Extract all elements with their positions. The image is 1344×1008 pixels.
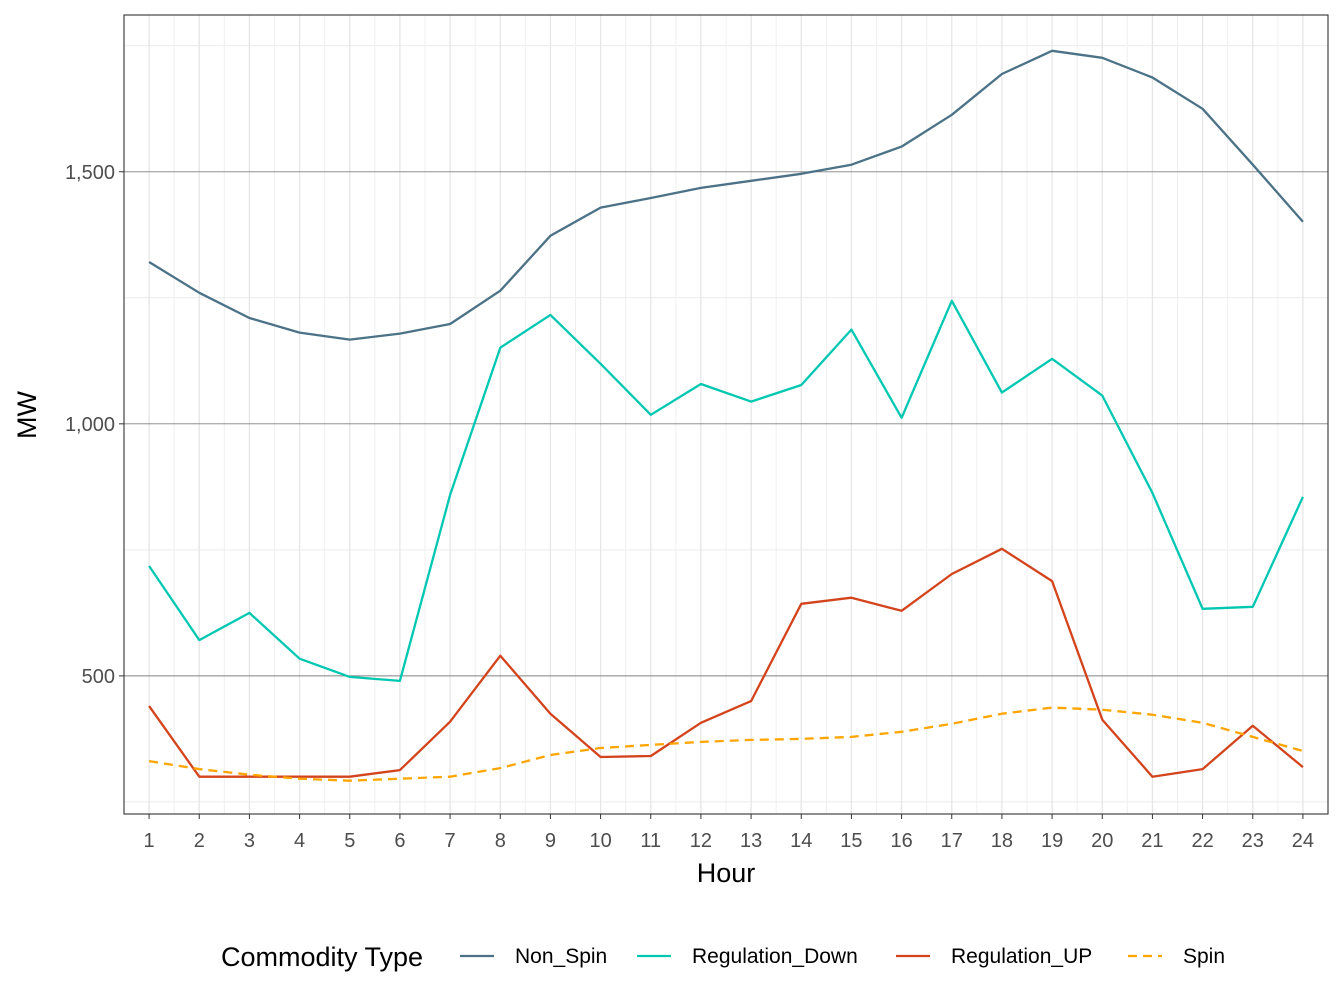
series-line-spin: [148, 706, 1304, 782]
x-tick-label: 3: [244, 830, 255, 852]
x-tick-label: 18: [991, 830, 1013, 852]
x-tick-label: 1: [144, 830, 155, 852]
x-tick-label: 5: [344, 830, 355, 852]
x-tick-label: 22: [1191, 830, 1213, 852]
plot-panel-border: [123, 14, 1329, 815]
x-tick-label: 16: [890, 830, 912, 852]
x-tick-label: 21: [1141, 830, 1163, 852]
legend: Commodity Type Non_Spin Regulation_Down Re…: [221, 942, 1225, 972]
legend-label: Regulation_UP: [951, 945, 1092, 968]
y-axis-title: MW: [12, 391, 42, 439]
x-tick-label: 19: [1041, 830, 1063, 852]
x-tick-label: 9: [545, 830, 556, 852]
x-tick-label: 23: [1242, 830, 1264, 852]
y-tick-label: 1,500: [65, 162, 115, 184]
y-tick-label: 500: [82, 666, 115, 688]
y-tick-label: 1,000: [65, 414, 115, 436]
x-tick-label: 6: [394, 830, 405, 852]
x-axis-title: Hour: [697, 858, 756, 888]
legend-label: Spin: [1183, 945, 1225, 968]
x-tick-label: 17: [941, 830, 963, 852]
series-line-regulation-down: [148, 299, 1304, 683]
x-tick-label: 14: [790, 830, 812, 852]
x-tick-label: 11: [640, 830, 661, 852]
x-tick-label: 12: [690, 830, 712, 852]
legend-label: Non_Spin: [515, 945, 607, 968]
series-line-regulation-up: [148, 547, 1304, 778]
x-tick-label: 2: [194, 830, 205, 852]
x-tick-label: 7: [445, 830, 456, 852]
x-tick-label: 4: [294, 830, 305, 852]
x-tick-label: 24: [1292, 830, 1314, 852]
x-tick-label: 10: [589, 830, 611, 852]
legend-title: Commodity Type: [221, 942, 423, 972]
x-tick-label: 8: [495, 830, 506, 852]
x-tick-label: 15: [840, 830, 862, 852]
grid: [124, 15, 1328, 814]
x-tick-label: 13: [740, 830, 762, 852]
legend-label: Regulation_Down: [692, 945, 858, 968]
series-lines: [148, 49, 1304, 782]
series-line-non-spin: [148, 49, 1304, 341]
x-tick-label: 20: [1091, 830, 1113, 852]
